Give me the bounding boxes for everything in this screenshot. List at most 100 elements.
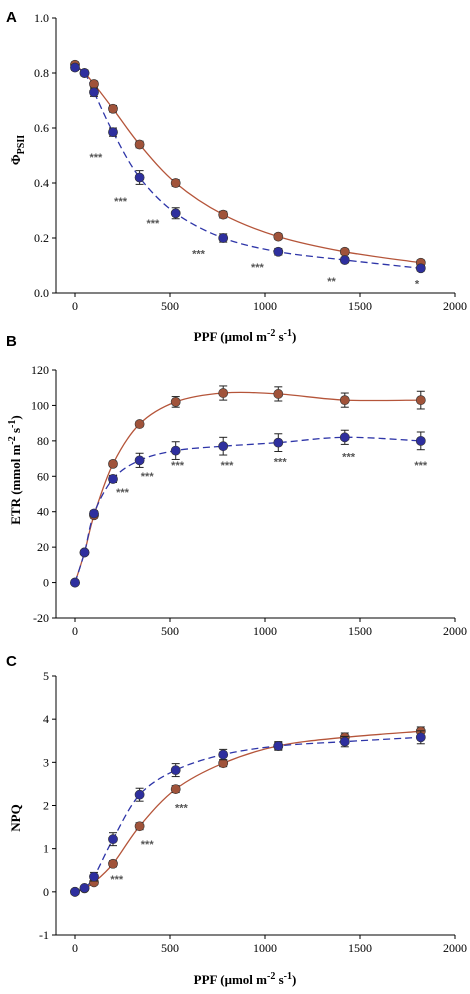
data-point-brown — [134, 419, 145, 429]
x-label-main-c: PPF (μmol m — [194, 972, 267, 987]
y-tick-label: 0.8 — [34, 66, 49, 80]
significance-label: *** — [414, 460, 428, 472]
data-point-brown — [134, 821, 145, 832]
significance-label: *** — [141, 839, 155, 851]
x-tick-label: 1000 — [253, 941, 277, 955]
y-label-end-b: ) — [8, 415, 23, 419]
data-point-blue — [108, 834, 118, 845]
y-tick-label: 60 — [37, 469, 49, 483]
x-axis-label-a: PPF (μmol m-2 s-1) — [194, 328, 297, 344]
data-point-brown — [273, 389, 284, 399]
significance-label: *** — [342, 451, 356, 463]
x-axis-label-c: PPF (μmol m-2 s-1) — [194, 971, 297, 987]
y-label-main-a: Φ — [8, 154, 23, 165]
panel-letter-c: C — [6, 653, 17, 670]
y-label-sup1-b: -2 — [7, 436, 18, 444]
data-point-blue — [70, 577, 80, 588]
significance-label: ** — [327, 276, 336, 288]
data-point-blue — [415, 435, 426, 446]
y-axis-label-b: ETR (mmol m-2 s-1) — [7, 415, 23, 525]
fit-curve-brown — [74, 730, 421, 893]
data-point-brown — [170, 396, 181, 407]
significance-label: *** — [146, 218, 160, 230]
data-point-blue — [218, 749, 229, 760]
fit-curve-blue — [74, 736, 421, 893]
x-label-end-c: ) — [292, 972, 296, 987]
data-point-blue — [89, 871, 99, 882]
data-point-blue — [273, 741, 284, 751]
significance-label: * — [415, 279, 420, 291]
y-tick-label: 5 — [43, 669, 49, 683]
y-tick-label: 0 — [43, 576, 49, 590]
data-point-brown — [134, 139, 145, 150]
y-axis-label-c: NPQ — [8, 804, 23, 831]
x-tick-label: 500 — [161, 299, 179, 313]
y-tick-label: 0.6 — [34, 121, 49, 135]
data-point-blue — [339, 432, 350, 443]
y-label-mid-b: s — [8, 428, 23, 436]
significance-label: *** — [175, 803, 189, 815]
x-tick-label: 1500 — [348, 624, 372, 638]
data-point-blue — [89, 87, 99, 98]
data-point-blue — [108, 127, 118, 138]
data-point-blue — [79, 883, 90, 893]
y-tick-label: 80 — [37, 434, 49, 448]
panel-letter-a: A — [6, 9, 17, 26]
significance-label: *** — [141, 471, 155, 483]
data-point-blue — [108, 474, 118, 484]
panel-b: B ETR (mmol m-2 s-1) -20 0 20 40 60 80 100 120 0… — [6, 333, 467, 638]
data-point-blue — [79, 68, 90, 78]
data-point-brown — [170, 784, 181, 794]
y-tick-label: -20 — [33, 611, 49, 625]
data-point-blue — [415, 263, 426, 274]
data-point-blue — [70, 886, 80, 897]
x-tick-label: 0 — [72, 299, 78, 313]
y-label-main-b: ETR (mmol m — [8, 444, 23, 524]
y-tick-label: 4 — [43, 712, 49, 726]
y-tick-label: 0.0 — [34, 286, 49, 300]
x-label-main-a: PPF (μmol m — [194, 329, 267, 344]
x-label-end-a: ) — [292, 329, 296, 344]
panel-a: A ΦPSII PPF (μmol m-2 s-1) 0.0 0.2 0.4 0.6 0… — [6, 9, 467, 344]
data-point-brown — [89, 79, 99, 89]
y-label-sub-a: PSII — [16, 135, 27, 155]
x-tick-label: 2000 — [443, 941, 467, 955]
y-tick-label: 1 — [43, 842, 49, 856]
data-point-brown — [339, 395, 350, 406]
x-label-mid-a: s — [275, 329, 283, 344]
y-tick-label: 120 — [31, 363, 49, 377]
y-tick-label: 1.0 — [34, 11, 49, 25]
significance-label: *** — [192, 248, 206, 260]
y-tick-label: 2 — [43, 799, 49, 813]
panel-letter-b: B — [6, 333, 17, 350]
data-point-blue — [170, 765, 181, 776]
x-tick-label: 500 — [161, 624, 179, 638]
data-point-blue — [170, 208, 181, 219]
x-tick-label: 2000 — [443, 299, 467, 313]
data-point-blue — [339, 736, 350, 747]
x-tick-label: 1000 — [253, 299, 277, 313]
significance-label: *** — [251, 262, 265, 274]
fit-curve-blue — [74, 66, 421, 269]
data-point-blue — [339, 255, 350, 265]
data-point-blue — [89, 508, 99, 519]
x-label-mid-c: s — [275, 972, 283, 987]
data-point-brown — [218, 388, 229, 398]
y-tick-label: 20 — [37, 540, 49, 554]
x-tick-label: 1500 — [348, 299, 372, 313]
data-point-brown — [339, 246, 350, 257]
y-tick-label: 0 — [43, 885, 49, 899]
data-point-blue — [70, 62, 80, 73]
x-tick-label: 1000 — [253, 624, 277, 638]
significance-label: *** — [221, 460, 235, 472]
x-tick-label: 2000 — [443, 624, 467, 638]
x-tick-label: 500 — [161, 941, 179, 955]
significance-label: *** — [110, 874, 124, 886]
data-point-blue — [170, 445, 181, 456]
x-label-sup2-a: -1 — [284, 328, 292, 339]
y-label-sup2-b: -1 — [7, 420, 18, 428]
data-point-brown — [108, 103, 118, 114]
data-point-brown — [170, 178, 181, 188]
data-point-brown — [415, 395, 426, 406]
